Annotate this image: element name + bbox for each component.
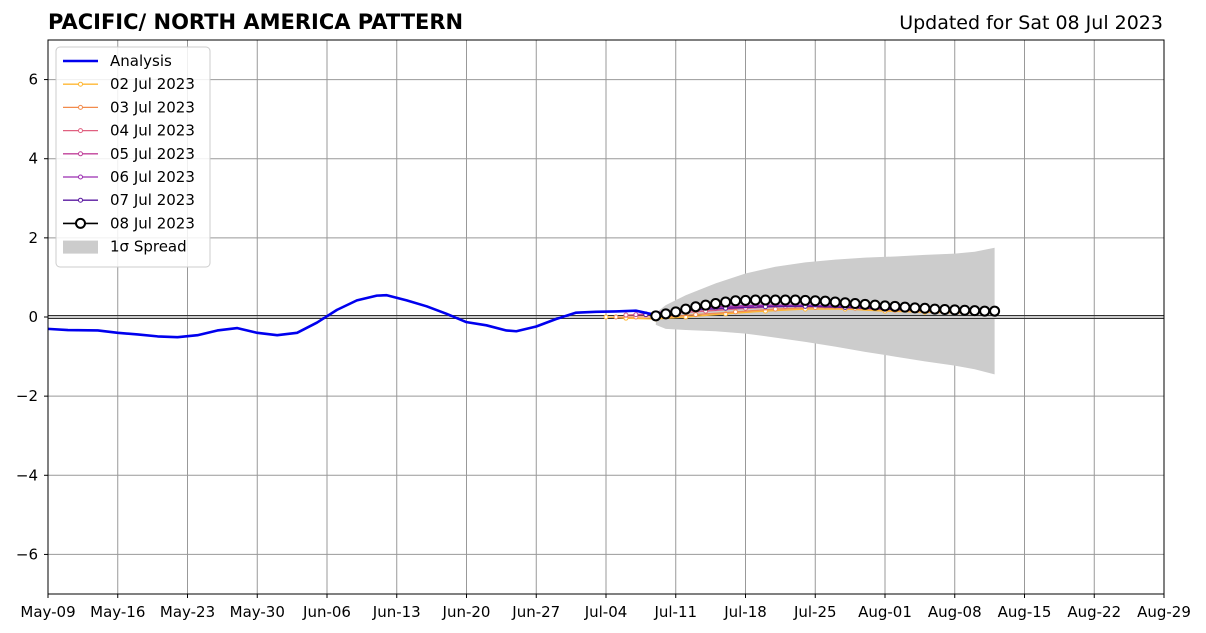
legend-box	[55, 46, 211, 268]
latest-forecast-point	[919, 302, 931, 314]
latest-forecast-point	[909, 302, 921, 314]
x-tick-label: Aug-29	[1137, 603, 1191, 621]
legend-marker-forecast	[78, 151, 83, 157]
latest-forecast-point	[819, 295, 831, 307]
legend-marker-latest	[75, 217, 86, 229]
y-tick-label: 4	[28, 150, 38, 168]
latest-forecast-point	[799, 294, 811, 306]
latest-forecast-point	[849, 298, 861, 310]
latest-forecast-point	[839, 297, 851, 309]
x-tick-label: Jun-06	[302, 603, 351, 621]
latest-forecast-point	[899, 301, 911, 313]
latest-forecast-point	[929, 303, 941, 315]
latest-forecast-point	[670, 306, 682, 318]
latest-forecast-point	[660, 308, 672, 320]
legend-marker-forecast	[78, 197, 83, 203]
latest-forecast-point	[730, 295, 742, 307]
legend-label: 05 Jul 2023	[110, 145, 195, 163]
latest-forecast-point	[769, 294, 781, 306]
legend-marker-forecast	[78, 174, 83, 180]
latest-forecast-point	[969, 305, 981, 317]
analysis-line	[47, 293, 657, 339]
forecast-point	[633, 312, 639, 318]
latest-forecast-point	[979, 305, 991, 317]
series-layer	[47, 293, 1001, 339]
forecast-point	[693, 312, 699, 318]
legend-swatch-spread	[63, 240, 98, 254]
latest-forecast-point	[939, 303, 951, 315]
legend-marker-forecast	[78, 81, 83, 87]
spread-band	[655, 247, 995, 375]
y-tick-label: 6	[28, 71, 38, 89]
latest-forecast-point	[869, 299, 881, 311]
latest-forecast-point	[789, 294, 801, 306]
forecast-point	[613, 314, 619, 320]
legend-label: 1σ Spread	[110, 238, 187, 256]
legend-label: 07 Jul 2023	[110, 191, 195, 209]
legend-label: 04 Jul 2023	[110, 122, 195, 140]
latest-forecast-point	[710, 298, 722, 310]
latest-forecast-point	[749, 294, 761, 306]
latest-forecast-point	[650, 310, 662, 322]
forecast-point	[772, 306, 778, 312]
latest-forecast-point	[740, 294, 751, 306]
legend-label: 06 Jul 2023	[110, 168, 195, 186]
chart-title: PACIFIC/ NORTH AMERICA PATTERN	[48, 10, 463, 34]
x-tick-label: Aug-01	[858, 603, 912, 621]
latest-forecast-point	[889, 300, 901, 312]
latest-forecast-point	[949, 304, 961, 316]
y-tick-label: −2	[16, 387, 38, 405]
latest-forecast-point	[690, 301, 702, 313]
x-tick-label: Jul-18	[723, 603, 767, 621]
x-tick-label: Aug-22	[1067, 603, 1121, 621]
y-tick-label: 0	[28, 308, 38, 326]
y-axis: 6 4 2 0 −2 −4 −6	[16, 71, 48, 563]
x-tick-label: May-09	[20, 603, 75, 621]
legend-label: Analysis	[110, 52, 172, 70]
x-tick-label: Jul-11	[653, 603, 697, 621]
latest-forecast-point	[959, 304, 971, 316]
latest-forecast-point	[680, 303, 692, 315]
x-tick-label: May-16	[90, 603, 145, 621]
x-tick-label: May-30	[230, 603, 285, 621]
latest-forecast-point	[809, 295, 821, 307]
legend-label: 02 Jul 2023	[110, 75, 195, 93]
latest-forecast-point	[829, 296, 841, 308]
x-tick-label: Jun-27	[511, 603, 560, 621]
latest-forecast-point	[859, 298, 871, 310]
legend-marker-forecast	[78, 128, 83, 134]
legend-label: 03 Jul 2023	[110, 98, 195, 116]
x-tick-label: Jul-25	[793, 603, 837, 621]
forecast-point	[623, 312, 629, 318]
forecast-point	[733, 309, 739, 315]
latest-forecast-point	[989, 305, 1001, 317]
legend-label: 08 Jul 2023	[110, 214, 195, 232]
x-tick-label: Jun-20	[442, 603, 491, 621]
latest-forecast-point	[879, 300, 891, 312]
x-tick-label: Jul-04	[584, 603, 628, 621]
latest-forecast-point	[720, 296, 732, 308]
spread-layer	[655, 247, 995, 375]
latest-forecast-point	[759, 294, 771, 306]
x-tick-label: Aug-08	[928, 603, 982, 621]
x-tick-label: Jun-13	[372, 603, 421, 621]
x-tick-label: Aug-15	[998, 603, 1052, 621]
forecast-point	[603, 314, 609, 320]
updated-date: Updated for Sat 08 Jul 2023	[899, 12, 1163, 34]
latest-forecast-point	[700, 299, 712, 311]
legend: Analysis 02 Jul 2023 03 Jul 2023 04 Jul 202…	[55, 46, 211, 268]
y-tick-label: 2	[28, 229, 38, 247]
x-axis: May-09 May-16 May-23 May-30 Jun-06 Jun-13 Jun-…	[20, 594, 1191, 621]
latest-forecast-point	[779, 294, 791, 306]
y-tick-label: −6	[16, 545, 38, 563]
x-tick-label: May-23	[160, 603, 215, 621]
y-tick-label: −4	[16, 466, 38, 484]
legend-marker-forecast	[78, 104, 83, 110]
